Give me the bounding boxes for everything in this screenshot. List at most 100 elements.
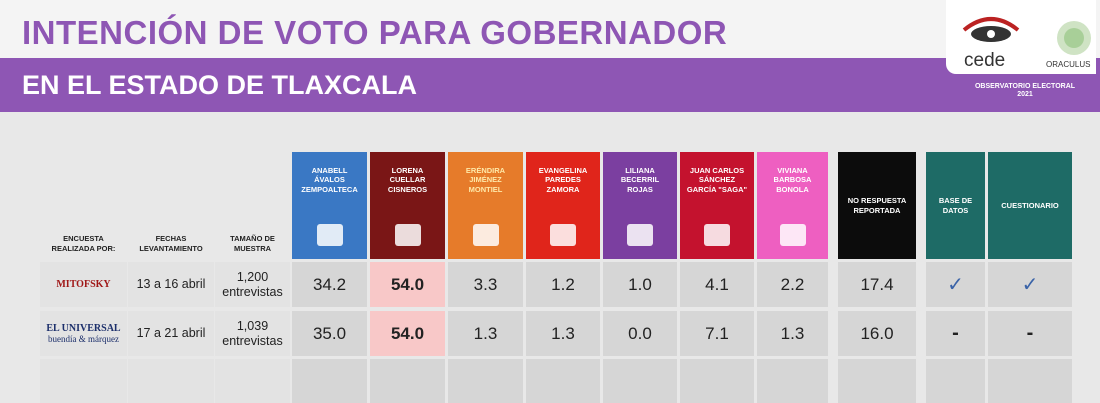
table-cell: 0.0: [603, 311, 677, 356]
party-logo: [394, 224, 421, 246]
party-logo: [627, 224, 653, 246]
percentage: 1.0: [628, 274, 652, 294]
table-cell: 1.3: [757, 311, 828, 356]
table-cell: 1,200 entrevistas: [215, 262, 290, 307]
availability: ✓: [947, 274, 964, 296]
table-cell: ✓: [926, 262, 985, 307]
table-cell: ✓: [988, 262, 1072, 307]
pollster: MITOFSKY: [56, 279, 111, 290]
availability: -: [952, 322, 959, 344]
percentage: 0.0: [628, 323, 652, 343]
availability: ✓: [1021, 274, 1039, 296]
table-cell: 1.0: [603, 262, 677, 307]
percentage: 3.3: [473, 274, 498, 294]
column-header: EVANGELINA PAREDES ZAMORA: [538, 166, 588, 194]
observatory-label: OBSERVATORIO ELECTORAL: [974, 83, 1076, 90]
party-logo: [472, 224, 499, 246]
pollster: buendía & márquez: [48, 334, 119, 344]
table-cell: MITOFSKY: [40, 262, 127, 307]
table-cell: [448, 359, 523, 403]
column-header: FECHAS LEVANTAMIENTO: [139, 234, 203, 253]
percentage: 1.3: [551, 323, 575, 343]
header-cell: FECHAS LEVANTAMIENTO: [128, 152, 214, 259]
percentage: 16.0: [860, 323, 894, 343]
column-header: VIVIANA BARBOSA BONOLA: [773, 166, 812, 194]
observatory: OBSERVATORIO ELECTORAL 2021: [960, 83, 1090, 98]
subtitle: EN EL ESTADO DE TLAXCALA: [22, 70, 418, 100]
header-cell: ENCUESTA REALIZADA POR:: [40, 152, 127, 259]
logo-art: [962, 17, 1091, 55]
table-cell: -: [988, 311, 1072, 356]
table-cell: 34.2: [292, 262, 367, 307]
column-header: JUAN CARLOS SÁNCHEZ GARCÍA "SAGA": [686, 166, 748, 194]
info-text: 17 a 21 abril: [136, 326, 206, 341]
logo-box: cede ORACULUS: [946, 0, 1096, 74]
table-cell: [988, 359, 1072, 403]
table-cell: 1.2: [526, 262, 600, 307]
party-logo: [779, 224, 806, 246]
percentage: 4.1: [705, 274, 729, 294]
table-cell: 2.2: [757, 262, 828, 307]
table-cell: -: [926, 311, 985, 356]
pollster: EL UNIVERSAL: [46, 323, 121, 334]
percentage: 2.2: [780, 274, 805, 294]
percentage: 1.3: [780, 323, 805, 343]
column-header: BASE DE DATOS: [938, 196, 973, 215]
table-cell: 4.1: [680, 262, 754, 307]
table-cell: 1.3: [526, 311, 600, 356]
column-header: LILIANA BECERRIL ROJAS: [620, 166, 660, 194]
column-header: ENCUESTA REALIZADA POR:: [51, 234, 116, 253]
table-cell: [757, 359, 828, 403]
column-header: CUESTIONARIO: [1001, 200, 1059, 210]
header-cell: TAMAÑO DE MUESTRA: [215, 152, 290, 259]
info-text: 1,200 entrevistas: [222, 270, 283, 299]
title: INTENCIÓN DE VOTO PARA GOBERNADOR: [22, 14, 728, 51]
subtitle-band: [0, 58, 1100, 112]
info-text: 1,039 entrevistas: [222, 319, 283, 348]
percentage: 1.2: [551, 274, 575, 294]
logo-cede: cede: [964, 50, 1006, 71]
header-cell: NO RESPUESTA REPORTADA: [838, 152, 916, 259]
table-cell: [603, 359, 677, 403]
table-cell: [926, 359, 985, 403]
table-cell: 54.0: [370, 262, 445, 307]
percentage: 54.0: [390, 323, 425, 343]
table-cell: [40, 359, 127, 403]
column-header: ANABELL ÁVALOS ZEMPOALTECA: [301, 166, 358, 194]
party-logo: [704, 224, 730, 246]
table-cell: [526, 359, 600, 403]
header-cell: BASE DE DATOS: [926, 152, 985, 259]
table-cell: [370, 359, 445, 403]
percentage: 7.1: [705, 323, 729, 343]
table-cell: 17.4: [838, 262, 916, 307]
table-cell: 3.3: [448, 262, 523, 307]
table-cell: [215, 359, 290, 403]
percentage: 34.2: [312, 274, 347, 294]
table-cell: [128, 359, 214, 403]
table-cell: 13 a 16 abril: [128, 262, 214, 307]
party-logo: [550, 224, 576, 246]
table-cell: [680, 359, 754, 403]
table-cell: 1,039 entrevistas: [215, 311, 290, 356]
info-text: 13 a 16 abril: [136, 277, 206, 292]
column-header: TAMAÑO DE MUESTRA: [230, 234, 275, 253]
table-cell: 17 a 21 abril: [128, 311, 214, 356]
column-header: ERÉNDIRA JIMÉNEZ MONTIEL: [465, 166, 506, 194]
table-cell: 1.3: [448, 311, 523, 356]
percentage: 35.0: [312, 323, 347, 343]
party-logo: [316, 224, 343, 246]
table-cell: [292, 359, 367, 403]
top-band: [0, 0, 1100, 58]
table-cell: [838, 359, 916, 403]
availability: -: [1026, 322, 1034, 344]
column-header: LORENA CUELLAR CISNEROS: [387, 166, 428, 194]
logo-oraculus: ORACULUS: [1046, 60, 1091, 69]
percentage: 54.0: [390, 274, 425, 294]
percentage: 17.4: [860, 274, 894, 294]
observatory-year: 2021: [1017, 90, 1033, 98]
column-header: NO RESPUESTA REPORTADA: [847, 196, 907, 215]
percentage: 1.3: [473, 323, 498, 343]
table-cell: 54.0: [370, 311, 445, 356]
table-cell: 16.0: [838, 311, 916, 356]
